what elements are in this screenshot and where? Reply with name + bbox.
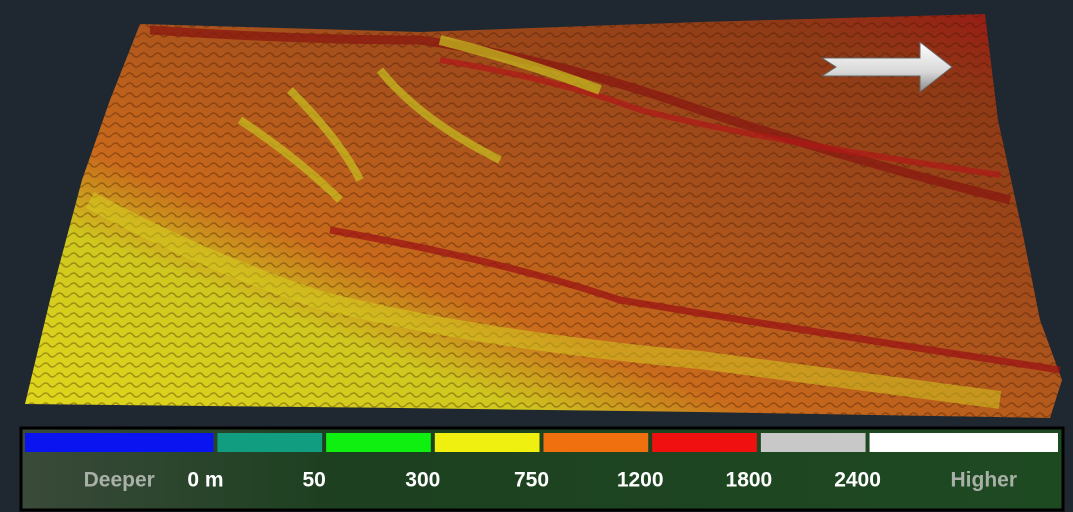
legend-label: 0 m [187, 469, 223, 492]
legend-swatch [435, 433, 540, 452]
terrain-map: Deeper 0 m 50 300 750 1200 1800 2400 Higher [0, 0, 1073, 512]
legend-swatch [544, 433, 649, 452]
legend-swatch [761, 433, 866, 452]
legend-swatch [652, 433, 757, 452]
legend-label: 750 [514, 469, 549, 492]
legend-label: 1800 [726, 469, 773, 492]
legend-swatch [25, 433, 213, 452]
legend-label: 2400 [834, 469, 881, 492]
legend-label: 50 [302, 469, 325, 492]
page: Deeper0 m50300750120018002400Higher (() … [0, 0, 1073, 512]
legend-swatch [217, 433, 322, 452]
legend-label: Higher [951, 469, 1018, 492]
legend-label: 300 [405, 469, 440, 492]
legend-label: Deeper [84, 469, 155, 492]
legend-swatch [870, 433, 1058, 452]
legend-label: 1200 [617, 469, 664, 492]
legend-swatch [326, 433, 431, 452]
